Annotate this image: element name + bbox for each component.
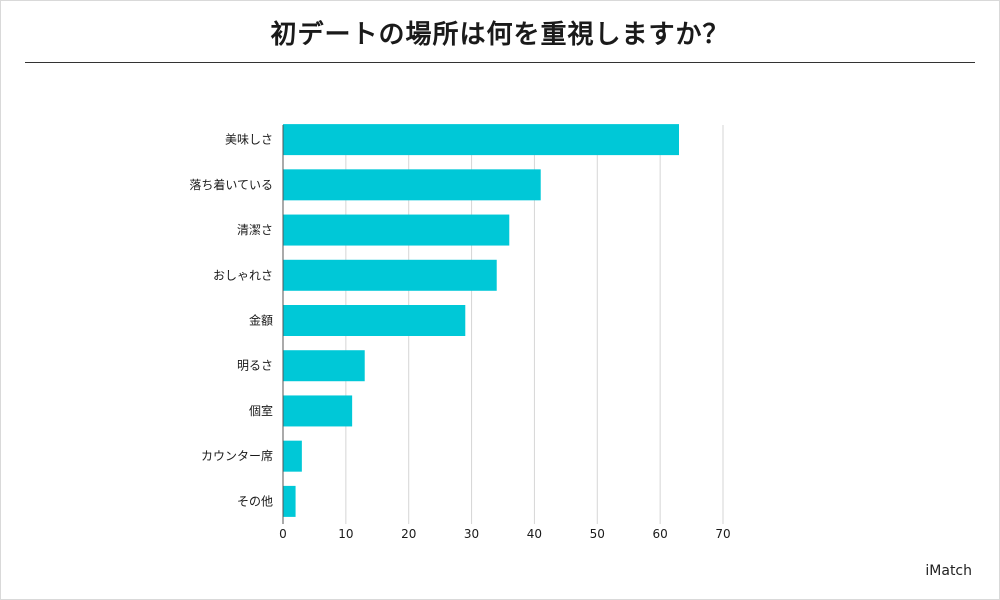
category-label: カウンター席 xyxy=(201,448,273,463)
bar xyxy=(283,440,302,472)
x-tick-label: 50 xyxy=(590,527,605,541)
x-tick-label: 70 xyxy=(715,527,730,541)
category-label: 美味しさ xyxy=(225,133,273,147)
category-label: 清潔さ xyxy=(237,223,273,237)
x-tick-label: 40 xyxy=(527,527,542,541)
bar xyxy=(283,214,510,246)
x-tick-label: 30 xyxy=(464,527,479,541)
bar xyxy=(283,485,296,517)
bar xyxy=(283,395,353,427)
title-divider xyxy=(25,62,975,63)
x-tick-label: 0 xyxy=(279,527,287,541)
category-label: 個室 xyxy=(249,403,273,418)
x-tick-label: 60 xyxy=(653,527,668,541)
bar xyxy=(283,124,679,156)
source-credit: iMatch xyxy=(925,563,972,579)
x-tick-label: 10 xyxy=(338,527,353,541)
category-label: 明るさ xyxy=(237,359,273,373)
bar xyxy=(283,305,466,336)
category-label: 落ち着いている xyxy=(189,177,273,192)
bar xyxy=(283,259,497,291)
bar xyxy=(283,350,365,382)
category-label: おしゃれさ xyxy=(213,268,273,282)
x-tick-label: 20 xyxy=(401,527,416,541)
bar xyxy=(283,169,541,201)
chart-title: 初デートの場所は何を重視しますか？ xyxy=(270,20,730,50)
category-label: 金額 xyxy=(249,313,273,328)
category-label: その他 xyxy=(237,494,273,508)
